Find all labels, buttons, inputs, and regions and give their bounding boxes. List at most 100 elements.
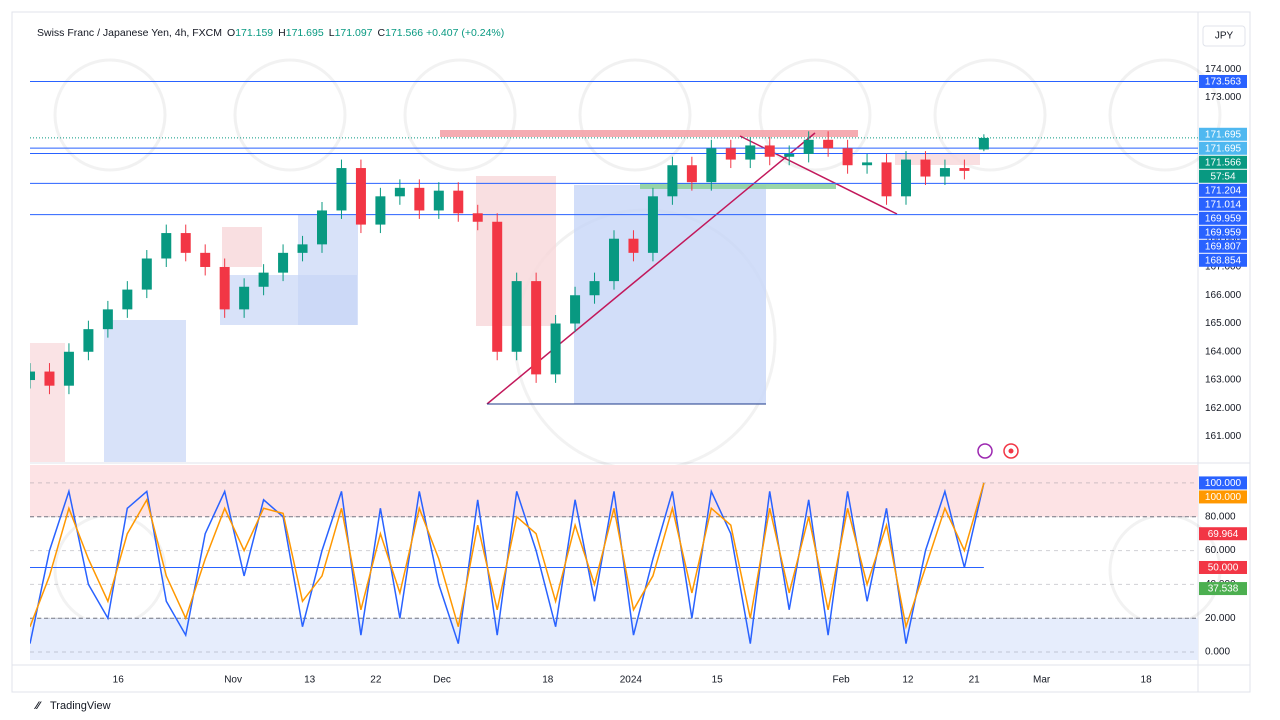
candle-body	[355, 168, 366, 225]
candle-body	[297, 244, 308, 253]
oversold-fill	[30, 618, 1198, 660]
candle-body	[842, 148, 853, 166]
price-label-box	[1199, 225, 1247, 239]
zone	[895, 153, 980, 165]
candle-body	[609, 238, 619, 282]
price-label-box	[1199, 197, 1247, 211]
x-tick-label: 16	[113, 675, 125, 686]
y-tick-label: 173.000	[1205, 92, 1242, 103]
price-label-box	[1199, 490, 1247, 504]
candle-body	[492, 221, 503, 352]
candle-body	[803, 139, 814, 154]
candle-body	[239, 286, 250, 310]
price-label: 69.964	[1208, 529, 1239, 540]
zone	[298, 215, 358, 325]
y-tick-label: 165.000	[1205, 318, 1242, 329]
price-label-box	[1199, 582, 1247, 596]
price-label: 100.000	[1205, 492, 1242, 503]
candle-body	[628, 238, 639, 253]
zone	[440, 130, 858, 137]
price-label: 171.695	[1205, 143, 1242, 154]
y-tick-label: 0.000	[1205, 647, 1230, 658]
ohlc-value: 171.097	[335, 27, 373, 39]
candle-body	[784, 153, 795, 157]
zones	[30, 130, 980, 462]
price-label-box	[1199, 169, 1247, 183]
price-label: 50.000	[1208, 563, 1239, 574]
event-icon[interactable]	[1003, 443, 1019, 459]
ohlc-value: 171.695	[286, 27, 324, 39]
price-label: 171.204	[1205, 185, 1242, 196]
candle-body	[141, 258, 152, 290]
price-label: 168.854	[1205, 255, 1242, 266]
alert-icon[interactable]	[977, 443, 993, 459]
candle-body	[862, 162, 873, 166]
candle-body	[375, 196, 386, 225]
currency[interactable]: JPY	[1215, 31, 1234, 42]
y-tick-label: 174.000	[1205, 64, 1242, 75]
price-label-box	[1199, 239, 1247, 253]
candle-body	[336, 168, 347, 211]
candle-body	[219, 266, 230, 310]
price-label-box	[1199, 127, 1247, 141]
price-label-box	[1199, 74, 1247, 88]
candle-body	[161, 233, 172, 259]
price-label: 171.014	[1205, 199, 1242, 210]
candle-body	[550, 323, 561, 375]
candle-body	[881, 162, 892, 197]
candle-body	[63, 351, 74, 386]
candle-body	[647, 196, 658, 253]
candle-body	[686, 165, 697, 183]
candle-body	[745, 145, 756, 160]
candle-body	[472, 213, 483, 222]
trendline	[486, 132, 816, 405]
price-label-box	[1199, 183, 1247, 197]
candle-body	[453, 190, 464, 214]
y-tick-label: 168.000	[1205, 233, 1242, 244]
x-tick-label: 22	[370, 675, 382, 686]
footer-brand: TradingView	[50, 700, 111, 712]
zone	[574, 185, 766, 404]
price-label: 57:54	[1210, 171, 1235, 182]
x-tick-label: 18	[1141, 675, 1153, 686]
candle-body	[978, 137, 989, 150]
candle-body	[959, 168, 970, 171]
price-label-box	[1199, 527, 1247, 541]
candle-body	[667, 165, 678, 197]
ohlc-value: 171.159	[235, 27, 273, 39]
zone	[222, 227, 262, 267]
candle-body	[939, 168, 950, 177]
symbol: Swiss Franc / Japanese Yen, 4h, FXCM	[37, 27, 222, 39]
ohlc-key: O	[227, 27, 235, 39]
price-label: 169.959	[1205, 213, 1242, 224]
candle-body	[511, 281, 522, 352]
zone	[640, 183, 836, 189]
candle-body	[30, 371, 35, 381]
candle-body	[706, 148, 717, 183]
candle-body	[44, 371, 55, 386]
currency-button[interactable]	[1202, 25, 1246, 47]
price-label: 169.959	[1205, 227, 1242, 238]
y-tick-label: 20.000	[1205, 613, 1236, 624]
candle-body	[414, 187, 425, 211]
x-tick-label: Feb	[832, 675, 850, 686]
x-tick-label: 13	[304, 675, 316, 686]
ohlc-key: C	[378, 27, 386, 39]
price-label-box	[1199, 155, 1247, 169]
ohlc: O171.159 H171.695 L171.097 C171.566	[227, 27, 423, 39]
candle-body	[531, 281, 542, 375]
change: +0.407 (+0.24%)	[426, 27, 504, 39]
zone	[30, 343, 65, 462]
legend-header: Swiss Franc / Japanese Yen, 4h, FXCM O171…	[37, 27, 504, 39]
x-tick-label: 12	[902, 675, 914, 686]
candle-body	[83, 329, 94, 352]
candle-body	[570, 295, 581, 324]
candle-body	[258, 272, 269, 287]
candle-body	[317, 210, 327, 245]
ohlc-value: 171.566	[385, 27, 423, 39]
ohlc-key: H	[278, 27, 286, 39]
price-label: 171.695	[1205, 129, 1242, 140]
event-icon-dot[interactable]	[1008, 448, 1014, 454]
candle-body	[394, 187, 405, 197]
